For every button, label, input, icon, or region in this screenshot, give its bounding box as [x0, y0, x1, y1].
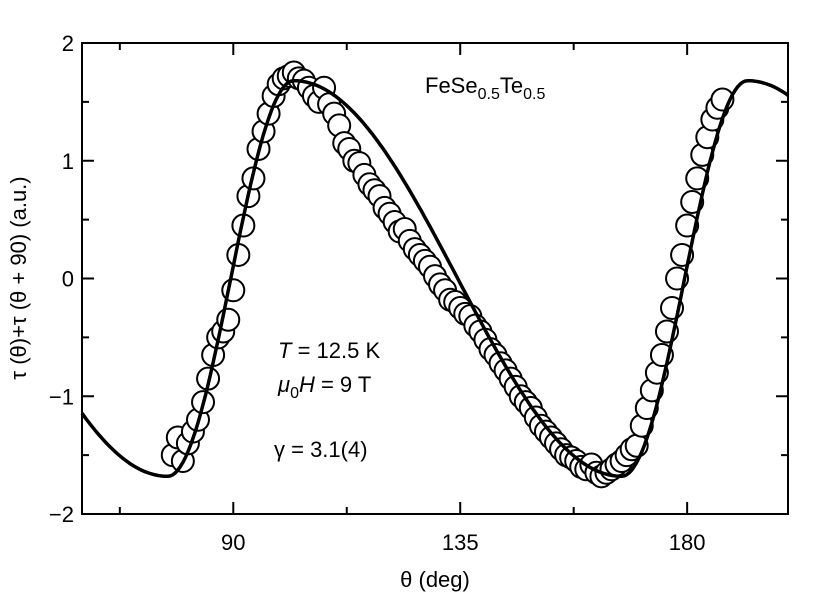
y-tick-label: 1 [62, 149, 74, 174]
x-tick-label: 135 [442, 530, 479, 555]
material-label: FeSe0.5Te0.5 [425, 73, 545, 103]
tick-labels-layer: 90 135 180 2 1 0 −1 −2 [49, 31, 706, 555]
y-tick-label: 0 [62, 267, 74, 292]
x-axis-label: θ (deg) [400, 567, 470, 592]
material-sub-te: 0.5 [523, 86, 545, 103]
field-var: H [299, 372, 315, 397]
field-label: μ0H = 9 T [277, 372, 371, 402]
material-te: Te [500, 73, 523, 98]
temperature-var: T [278, 338, 293, 363]
y-axis-label: τ (θ)+τ (θ + 90) (a.u.) [6, 176, 31, 379]
material-fese: FeSe [425, 73, 478, 98]
ticks-layer [82, 42, 788, 515]
field-value: = 9 T [315, 372, 371, 397]
x-tick-label: 180 [669, 530, 706, 555]
field-mu: μ [277, 372, 290, 397]
fit-curve [80, 78, 790, 479]
temperature-label: T = 12.5 K [278, 338, 380, 363]
x-tick-label: 90 [221, 530, 245, 555]
gamma-label: γ = 3.1(4) [274, 437, 368, 462]
y-tick-label: −1 [49, 384, 74, 409]
field-sub: 0 [290, 385, 299, 402]
data-points-layer [160, 60, 735, 489]
temperature-value: = 12.5 K [291, 338, 380, 363]
material-sub-se: 0.5 [478, 86, 500, 103]
y-tick-label: 2 [62, 31, 74, 56]
data-point [685, 166, 710, 191]
y-tick-label: −2 [49, 502, 74, 527]
